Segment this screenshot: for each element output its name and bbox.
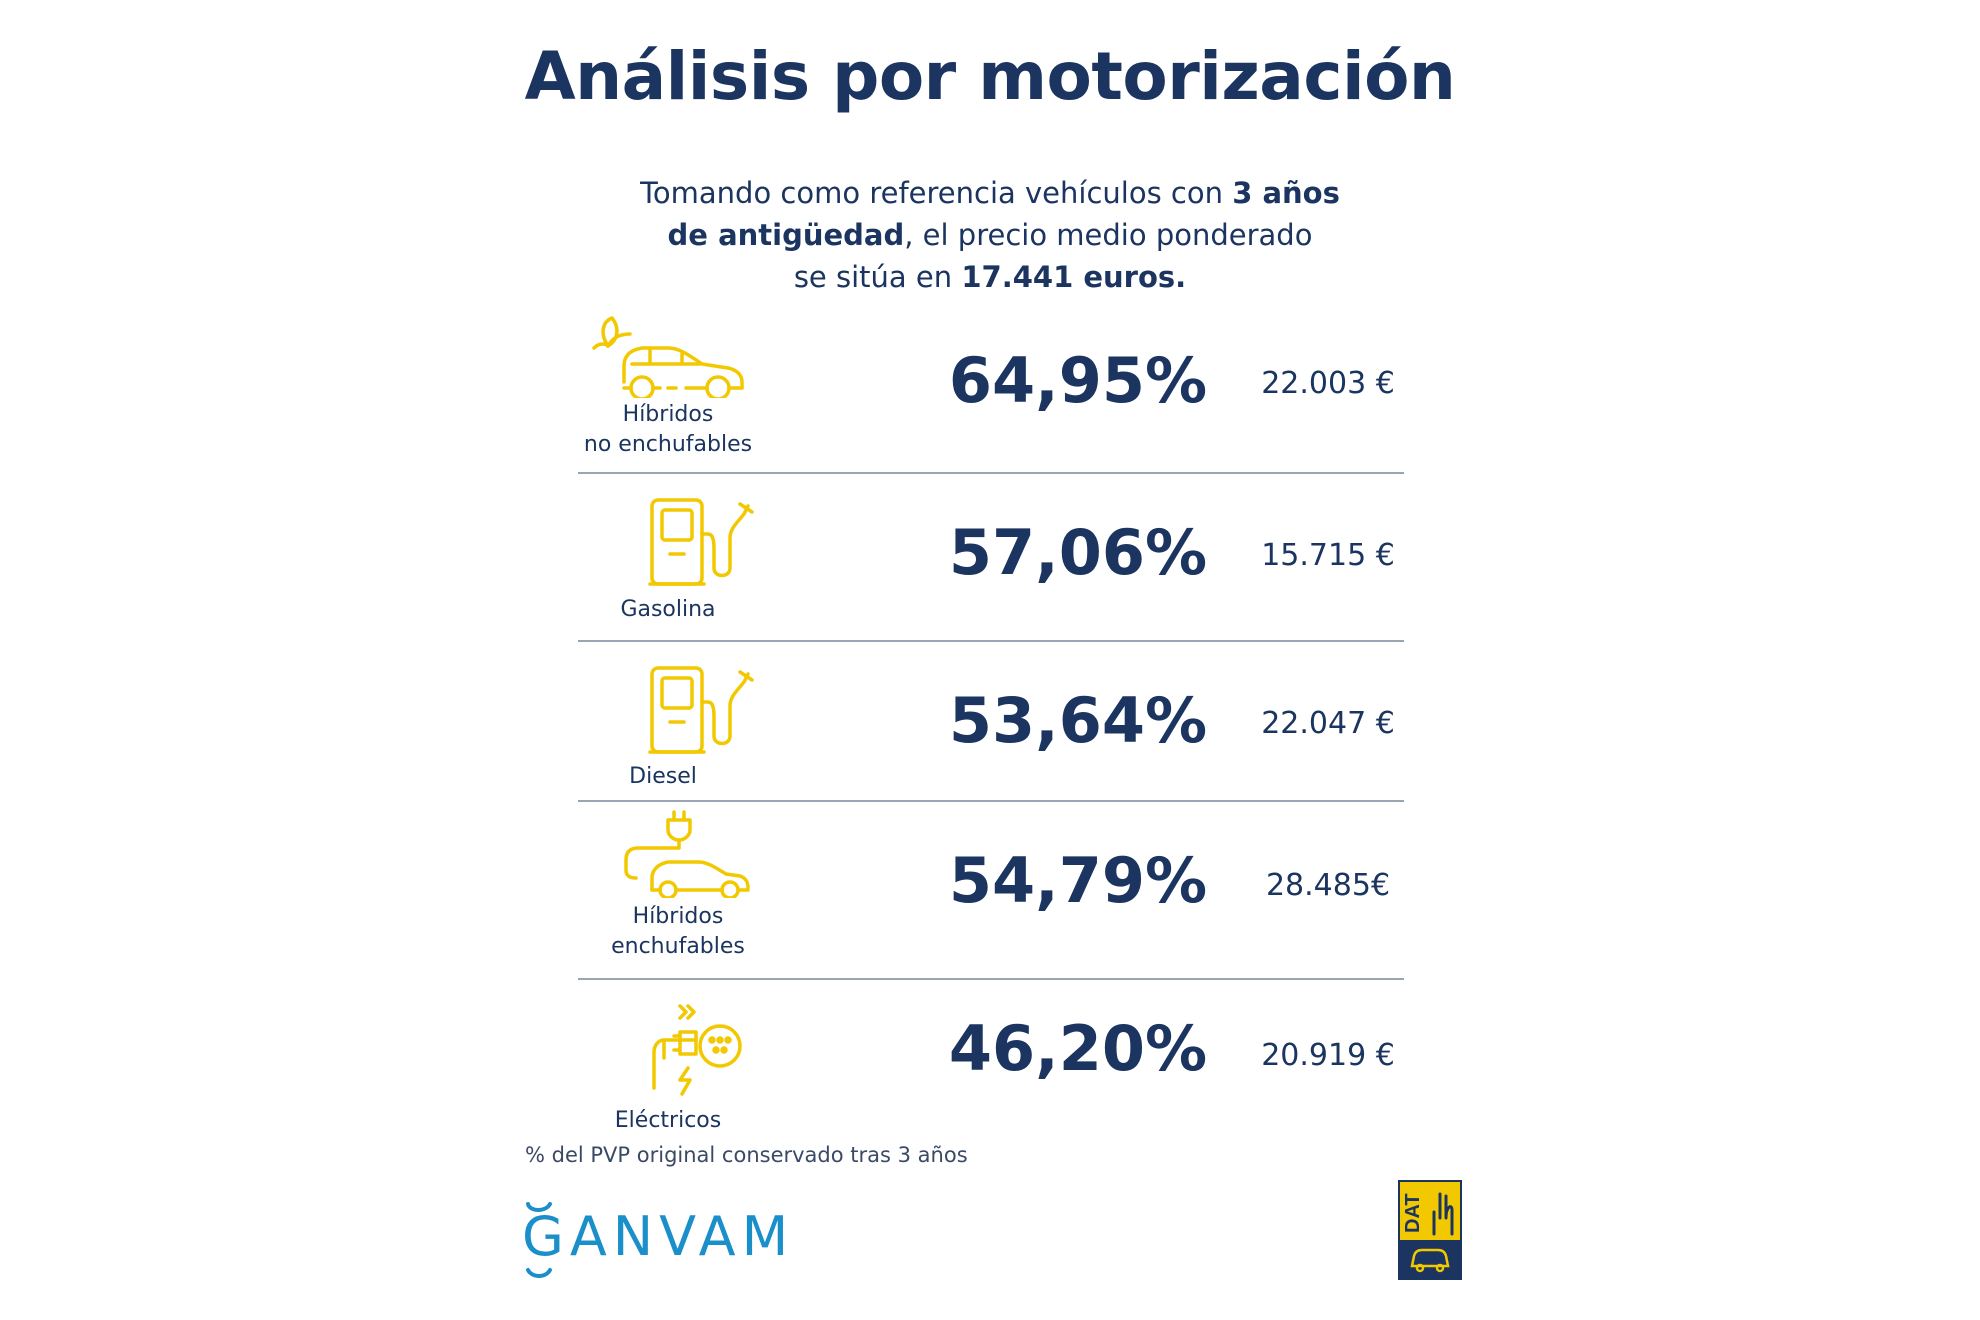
price-value: 22.003 €	[1261, 366, 1395, 401]
row-gasolina: Gasolina 57,06% 15.715 €	[578, 480, 1404, 640]
page-title: Análisis por motorización	[524, 38, 1456, 115]
price-value: 28.485€	[1265, 868, 1391, 903]
price-value: 20.919 €	[1261, 1038, 1395, 1073]
percent-value: 64,95%	[948, 344, 1208, 417]
fuel-pump-icon	[648, 662, 758, 762]
dat-logo-band	[1400, 1240, 1460, 1278]
category-label: Híbridos enchufables	[611, 904, 745, 959]
car-icon	[1410, 1248, 1450, 1273]
dat-logo: DAT	[1398, 1180, 1462, 1280]
dat-logo-text: DAT	[1402, 1193, 1424, 1233]
row-electricos: Eléctricos 46,20% 20.919 €	[578, 990, 1404, 1140]
percent-value: 54,79%	[948, 844, 1208, 917]
footnote: % del PVP original conservado tras 3 año…	[525, 1143, 968, 1167]
category-label: Híbridos no enchufables	[583, 402, 753, 457]
plug-in-car-icon	[622, 808, 752, 898]
row-divider	[578, 978, 1404, 980]
row-hibridos-enchufables: Híbridos enchufables 54,79% 28.485€	[578, 806, 1404, 966]
category-label: Gasolina	[620, 597, 716, 622]
row-divider	[578, 472, 1404, 474]
price-value: 22.047 €	[1261, 706, 1395, 741]
fuel-pump-icon	[648, 494, 758, 594]
row-hibridos-no-enchufables: Híbridos no enchufables 64,95% 22.003 €	[578, 300, 1404, 460]
percent-value: 53,64%	[948, 684, 1208, 757]
ganvam-logo-mark	[526, 1202, 552, 1278]
intro-text: Tomando como referencia vehículos con 3 …	[640, 176, 1340, 294]
hand-icon	[1432, 1192, 1454, 1236]
percent-value: 46,20%	[948, 1012, 1208, 1085]
ev-charger-icon	[640, 1002, 750, 1102]
percent-value: 57,06%	[948, 516, 1208, 589]
hybrid-car-leaf-icon	[590, 308, 750, 398]
category-label: Eléctricos	[614, 1108, 722, 1133]
row-diesel: Diesel 53,64% 22.047 €	[578, 650, 1404, 800]
row-divider	[578, 640, 1404, 642]
row-divider	[578, 800, 1404, 802]
category-label: Diesel	[629, 764, 697, 789]
price-value: 15.715 €	[1261, 538, 1395, 573]
ganvam-logo: GANVAM	[522, 1205, 795, 1268]
